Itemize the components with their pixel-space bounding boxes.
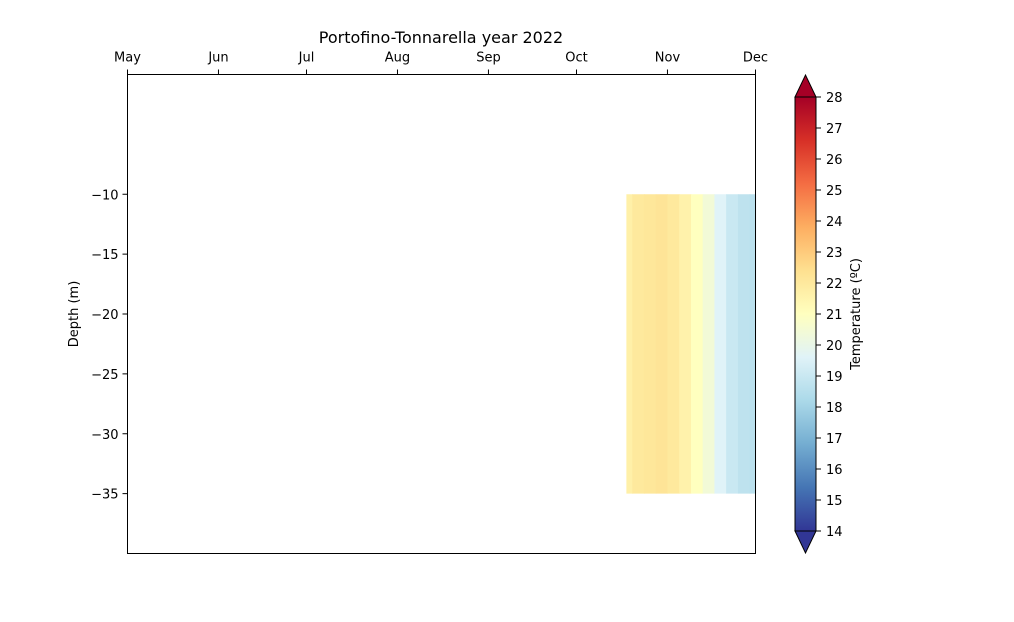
colorbar-tick-label: 14	[826, 525, 843, 540]
colorbar-ticks: 14 15 16 17 18 19 20 21 22 23 24 25 26 27 28	[816, 91, 843, 540]
heatmap-cell	[643, 194, 657, 494]
x-tick-label: Dec	[743, 51, 768, 66]
colorbar-tick-label: 23	[826, 246, 843, 261]
y-tick-label: −10	[91, 188, 118, 203]
colorbar-tick-label: 19	[826, 370, 843, 385]
x-tick-label: Jun	[207, 51, 228, 66]
heatmap-cell	[679, 194, 692, 494]
y-axis-label: Depth (m)	[67, 281, 82, 348]
chart-title: Portofino-Tonnarella year 2022	[319, 28, 563, 47]
colorbar-extend-top	[794, 73, 817, 98]
x-tick-label: Oct	[565, 51, 587, 66]
heatmap-cell	[632, 194, 645, 494]
y-tick-label: −15	[91, 248, 118, 263]
y-tick-label: −35	[91, 488, 118, 503]
x-tick-label: Aug	[385, 51, 410, 66]
colorbar-tick-label: 16	[826, 463, 843, 478]
colorbar-extend-bottom	[794, 530, 817, 555]
heatmap-cell	[737, 194, 751, 494]
colorbar-gradient	[794, 96, 817, 532]
heatmap-cell	[726, 194, 739, 494]
heatmap-cell	[702, 194, 716, 494]
plot-area	[127, 74, 757, 554]
y-tick-label: −25	[91, 368, 118, 383]
heatmap-cell	[655, 194, 669, 494]
x-tick-label: Jul	[298, 51, 315, 66]
heatmap-cell	[626, 194, 633, 494]
y-tick-label: −30	[91, 428, 118, 443]
colorbar-tick-label: 18	[826, 401, 843, 416]
colorbar-tick-label: 25	[826, 184, 843, 199]
colorbar-tick-label: 17	[826, 432, 843, 447]
x-tick-label: Nov	[655, 51, 681, 66]
x-tick-label: May	[114, 51, 141, 66]
colorbar-tick-label: 26	[826, 153, 843, 168]
heatmap-cell	[690, 194, 704, 494]
colorbar-tick-label: 24	[826, 215, 843, 230]
colorbar-tick-label: 22	[826, 277, 843, 292]
colorbar-tick-label: 28	[826, 91, 843, 106]
heatmap-cell	[714, 194, 727, 494]
colorbar-tick-label: 27	[826, 122, 843, 137]
colorbar-tick-label: 15	[826, 494, 843, 509]
colorbar-tick-label: 21	[826, 308, 843, 323]
x-tick-label: Sep	[476, 51, 501, 66]
y-tick-label: −20	[91, 308, 118, 323]
y-axis: −10 −15 −20 −25 −30 −35	[91, 188, 128, 503]
heatmap-cell	[749, 194, 757, 494]
colorbar-tick-label: 20	[826, 339, 843, 354]
heatmap-cells	[626, 194, 757, 494]
x-axis-top: May Jun Jul Aug Sep Oct Nov Dec	[114, 51, 768, 75]
colorbar-label: Temperature (ºC)	[849, 258, 864, 371]
heatmap-cell	[667, 194, 680, 494]
colorbar: 14 15 16 17 18 19 20 21 22 23 24 25 26 27 28 Temperatu…	[794, 73, 864, 555]
